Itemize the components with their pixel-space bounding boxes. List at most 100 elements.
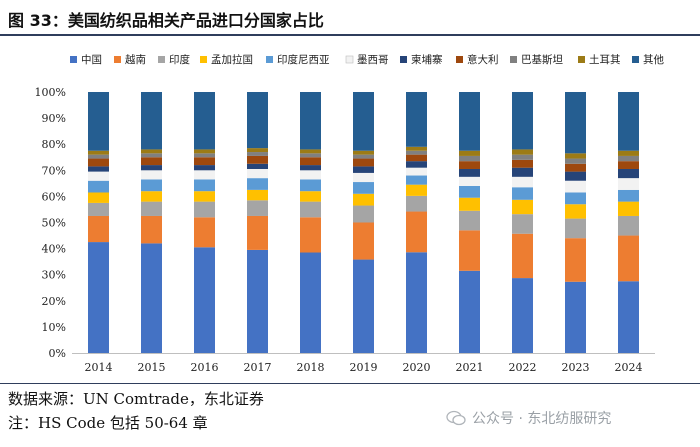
y-tick-label: 40% — [42, 243, 66, 256]
title-bar: 图 33：美国纺织品相关产品进口分国家占比 — [0, 0, 700, 36]
bar-segment-2020-柬埔寨 — [406, 161, 427, 168]
legend-label-孟加拉国: 孟加拉国 — [211, 53, 253, 66]
bar-segment-2023-印度 — [565, 218, 586, 239]
bar-segment-2022-意大利 — [512, 159, 533, 168]
y-tick-label: 100% — [35, 86, 66, 99]
bar-segment-2020-越南 — [406, 211, 427, 253]
bar-segment-2020-土耳其 — [406, 146, 427, 151]
bar-segment-2014-土耳其 — [88, 150, 109, 155]
bar-segment-2016-其他 — [194, 92, 215, 150]
bar-segment-2024-孟加拉国 — [618, 201, 639, 216]
bar-segment-2020-意大利 — [406, 154, 427, 162]
bar-segment-2015-孟加拉国 — [141, 191, 162, 202]
bar-segment-2015-印度尼西亚 — [141, 179, 162, 192]
bar-segment-2019-巴基斯坦 — [353, 154, 374, 159]
bar-segment-2018-印度尼西亚 — [300, 179, 321, 192]
bar-segment-2019-土耳其 — [353, 150, 374, 155]
legend-label-土耳其: 土耳其 — [589, 53, 621, 66]
bar-segment-2024-越南 — [618, 235, 639, 282]
bar-segment-2018-孟加拉国 — [300, 191, 321, 202]
legend-label-柬埔寨: 柬埔寨 — [411, 53, 443, 66]
bar-segment-2017-巴基斯坦 — [247, 152, 268, 156]
x-tick-label: 2022 — [509, 361, 537, 374]
x-tick-label: 2016 — [191, 361, 219, 374]
bar-segment-2024-巴基斯坦 — [618, 155, 639, 162]
bar-segment-2024-中国 — [618, 281, 639, 353]
bar-segment-2014-孟加拉国 — [88, 192, 109, 203]
x-tick-label: 2017 — [244, 361, 272, 374]
x-tick-label: 2020 — [403, 361, 431, 374]
x-tick-label: 2023 — [562, 361, 590, 374]
bar-segment-2018-巴基斯坦 — [300, 153, 321, 158]
bar-segment-2014-印度尼西亚 — [88, 180, 109, 193]
bar-segment-2015-墨西哥 — [141, 170, 162, 180]
bar-segment-2021-中国 — [459, 270, 480, 353]
bar-segment-2018-印度 — [300, 201, 321, 218]
bar-segment-2014-越南 — [88, 215, 109, 243]
watermark: 公众号 · 东北纺服研究 — [446, 408, 611, 428]
bar-segment-2024-意大利 — [618, 161, 639, 169]
bar-segment-2019-越南 — [353, 222, 374, 260]
bar-segment-2014-印度 — [88, 202, 109, 216]
bar-segment-2021-印度 — [459, 210, 480, 231]
bar-segment-2020-墨西哥 — [406, 167, 427, 176]
bar-segment-2019-印度 — [353, 205, 374, 223]
bar-segment-2019-墨西哥 — [353, 172, 374, 183]
bar-segment-2022-印度 — [512, 214, 533, 234]
footnote: 注：HS Code 包括 50-64 章 — [8, 414, 208, 432]
bar-segment-2016-印度尼西亚 — [194, 179, 215, 192]
bar-segment-2018-其他 — [300, 92, 321, 150]
bar-segment-2016-印度 — [194, 201, 215, 218]
bar-segment-2019-中国 — [353, 259, 374, 353]
legend-label-中国: 中国 — [81, 53, 102, 66]
bar-segment-2018-意大利 — [300, 157, 321, 166]
watermark-text: 公众号 · 东北纺服研究 — [472, 411, 612, 427]
bar-segment-2014-巴基斯坦 — [88, 154, 109, 159]
x-tick-label: 2019 — [350, 361, 378, 374]
bar-segment-2024-印度尼西亚 — [618, 189, 639, 202]
y-tick-label: 50% — [42, 217, 66, 230]
bar-segment-2017-土耳其 — [247, 148, 268, 153]
bar-segment-2017-中国 — [247, 249, 268, 353]
bar-segment-2015-土耳其 — [141, 149, 162, 154]
bar-segment-2023-巴基斯坦 — [565, 158, 586, 164]
bar-segment-2015-柬埔寨 — [141, 165, 162, 171]
figure-title: 图 33：美国纺织品相关产品进口分国家占比 — [8, 11, 324, 30]
bar-segment-2015-巴基斯坦 — [141, 153, 162, 158]
bar-segment-2023-其他 — [565, 92, 586, 154]
bottom-rule — [0, 383, 700, 384]
y-tick-label: 30% — [42, 269, 66, 282]
bar-segment-2023-土耳其 — [565, 153, 586, 159]
y-tick-label: 70% — [42, 164, 66, 177]
bar-segment-2018-墨西哥 — [300, 170, 321, 180]
wechat-icon — [446, 410, 466, 426]
bar-segment-2024-印度 — [618, 215, 639, 236]
legend-label-意大利: 意大利 — [467, 53, 499, 66]
bar-segment-2020-其他 — [406, 92, 427, 147]
source-note: 数据来源：UN Comtrade，东北证券 — [8, 390, 264, 408]
bar-segment-2015-意大利 — [141, 157, 162, 166]
bar-segment-2016-巴基斯坦 — [194, 153, 215, 158]
y-tick-label: 10% — [42, 321, 66, 334]
bar-segment-2023-印度尼西亚 — [565, 192, 586, 205]
bar-segment-2018-土耳其 — [300, 149, 321, 154]
legend-swatch-孟加拉国 — [200, 56, 207, 63]
bar-segment-2021-其他 — [459, 92, 480, 151]
bar-segment-2021-柬埔寨 — [459, 169, 480, 177]
bar-segment-2023-中国 — [565, 281, 586, 353]
x-tick-label: 2015 — [138, 361, 166, 374]
bar-segment-2022-巴基斯坦 — [512, 154, 533, 160]
bar-segment-2018-中国 — [300, 252, 321, 353]
bar-segment-2016-越南 — [194, 217, 215, 248]
legend-swatch-柬埔寨 — [400, 56, 407, 63]
bar-segment-2020-印度尼西亚 — [406, 175, 427, 185]
legend-swatch-中国 — [70, 56, 77, 63]
bar-segment-2017-孟加拉国 — [247, 189, 268, 201]
legend-label-印度尼西亚: 印度尼西亚 — [277, 53, 330, 66]
y-tick-label: 60% — [42, 190, 66, 203]
bar-segment-2017-墨西哥 — [247, 169, 268, 179]
legend-swatch-墨西哥 — [345, 55, 354, 64]
bar-segment-2023-柬埔寨 — [565, 171, 586, 181]
legend-label-其他: 其他 — [643, 53, 664, 66]
bar-segment-2022-中国 — [512, 278, 533, 353]
